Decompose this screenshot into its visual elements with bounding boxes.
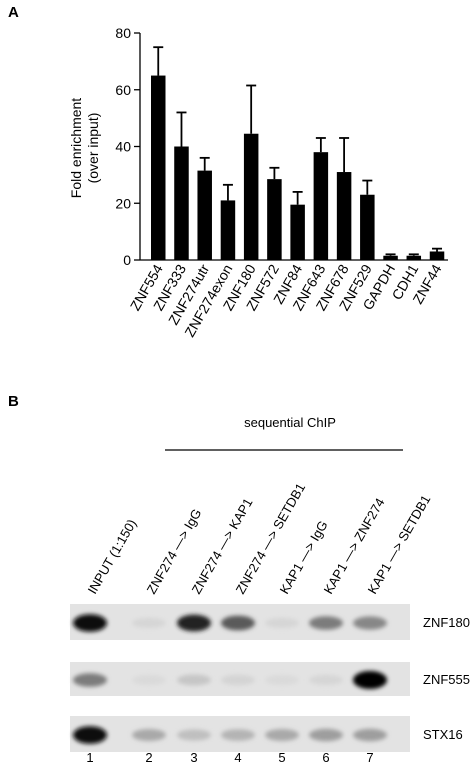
bar-gapdh — [383, 255, 398, 260]
y-tick-label: 40 — [115, 139, 131, 155]
gel-band — [265, 617, 299, 629]
gel-band — [221, 615, 255, 631]
gel-band — [265, 729, 299, 741]
bar-znf572 — [267, 179, 282, 260]
bar-znf84 — [290, 204, 305, 260]
bar-znf554 — [151, 75, 166, 260]
gel-band — [221, 729, 255, 741]
gel-band — [265, 674, 299, 686]
gel-band — [221, 674, 255, 686]
gel-row-znf555: ZNF555 — [70, 662, 470, 696]
gel-band — [353, 671, 387, 689]
bar-znf678 — [336, 172, 352, 260]
gel-band — [353, 616, 387, 630]
gel-band — [73, 726, 107, 744]
x-tick-labels: ZNF554ZNF333ZNF274utrZNF274exonZNF180ZNF… — [127, 261, 445, 339]
lane-number: 5 — [278, 750, 285, 765]
bar-znf44 — [429, 251, 445, 260]
y-tick-label: 0 — [123, 252, 131, 268]
y-axis-label-line2: (over input) — [85, 113, 101, 184]
lane-number: 3 — [190, 750, 197, 765]
bar-znf529 — [360, 194, 375, 260]
gel-band — [73, 673, 107, 687]
y-tick-label: 20 — [115, 195, 131, 211]
gel-band — [132, 617, 166, 629]
bar-znf643 — [313, 152, 329, 260]
gel-rows: ZNF180 ZNF555 STX16 — [70, 604, 470, 752]
gel-row-label: ZNF555 — [423, 672, 470, 687]
y-tick-label: 60 — [115, 82, 131, 98]
gel-row-stx16: STX16 — [70, 716, 463, 752]
gel-band — [73, 614, 107, 632]
gel-band — [309, 616, 343, 630]
bar-chart: Fold enrichment (over input) 0 20 40 60 80 Z… — [68, 25, 448, 340]
lane-numbers: 1 2 3 4 5 6 7 — [86, 750, 373, 765]
y-axis-label-line1: Fold enrichment — [68, 98, 84, 198]
gel-figure: sequential ChIP INPUT (1:150) ZNF274 —> I… — [70, 415, 470, 765]
gel-row-label: ZNF180 — [423, 615, 470, 630]
lane-number: 2 — [145, 750, 152, 765]
bar-znf333 — [174, 146, 189, 260]
lane-label: INPUT (1:150) — [85, 517, 140, 597]
lane-number: 1 — [86, 750, 93, 765]
bar-znf274exon — [220, 200, 236, 260]
gel-band — [353, 728, 387, 742]
bar-znf274utr — [197, 170, 212, 260]
gel-band — [177, 614, 211, 632]
gel-band — [309, 674, 343, 686]
gel-row-label: STX16 — [423, 727, 463, 742]
gel-band — [132, 729, 166, 741]
sequential-chip-header: sequential ChIP — [244, 415, 336, 430]
panel-a-label: A — [8, 4, 19, 21]
lane-number: 7 — [366, 750, 373, 765]
y-axis-label: Fold enrichment (over input) — [68, 98, 101, 198]
bar-znf180 — [243, 133, 259, 260]
gel-row-znf180: ZNF180 — [70, 604, 470, 640]
y-tick-label: 80 — [115, 25, 131, 41]
lane-number: 4 — [234, 750, 241, 765]
chart-bars — [151, 46, 445, 260]
lane-number: 6 — [322, 750, 329, 765]
gel-band — [177, 674, 211, 686]
gel-band — [132, 674, 166, 686]
panel-b-label: B — [8, 393, 19, 410]
bar-cdh1 — [406, 255, 422, 260]
gel-band — [177, 729, 211, 741]
gel-band — [309, 728, 343, 742]
